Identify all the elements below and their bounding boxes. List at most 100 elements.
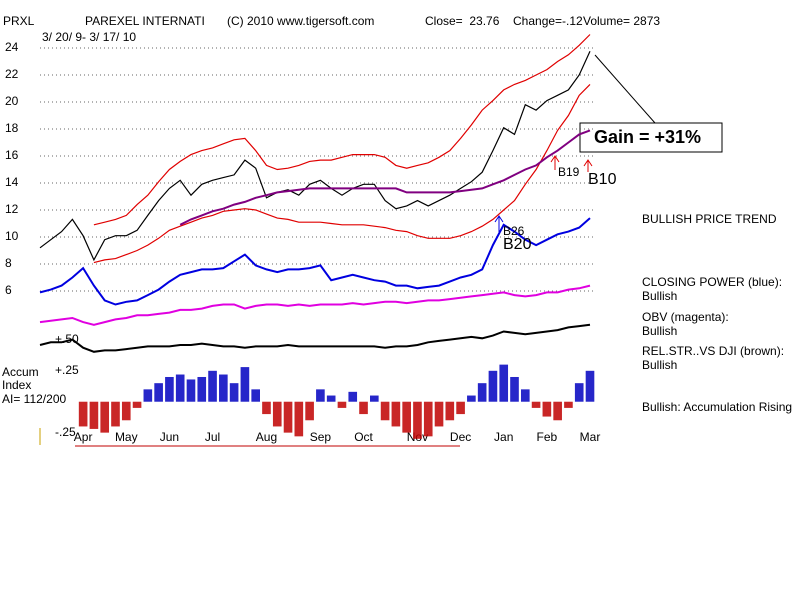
accum-bar [316, 389, 325, 402]
annotation: B26 [503, 224, 525, 238]
annotation: B20 [503, 236, 532, 253]
accum-bar [380, 401, 390, 421]
accum-bar [542, 401, 552, 417]
x-tick-label: Feb [537, 430, 558, 444]
x-tick-label: Apr [74, 430, 93, 444]
accum-bar [520, 389, 530, 402]
legend-label: REL.STR..VS DJI (brown): [642, 344, 784, 358]
annotation: AI= 112/200 [2, 392, 66, 406]
accum-bar [434, 401, 444, 427]
y-tick-label: 12 [5, 202, 19, 216]
annotation: Accum [2, 365, 39, 379]
subtitle: 3/ 20/ 9- 3/ 17/ 10 [42, 30, 136, 44]
annotation: Index [2, 378, 31, 392]
volume: Volume= 2873 [583, 14, 660, 28]
accum-bar [391, 401, 401, 427]
accum-bar [240, 367, 250, 402]
x-tick-label: May [115, 430, 138, 444]
x-tick-label: Jun [160, 430, 179, 444]
close: Close= 23.76 [425, 14, 500, 28]
x-tick-label: Mar [580, 430, 601, 444]
accum-bar [143, 389, 153, 402]
symbol: PRXL [3, 14, 35, 28]
annotation: B19 [558, 165, 580, 179]
accum-bar [154, 383, 163, 402]
accum-bar [175, 374, 185, 402]
series-line [93, 34, 591, 226]
series-line [39, 284, 591, 326]
y-tick-label: 8 [5, 256, 12, 270]
y-tick-label: 20 [5, 94, 19, 108]
accum-bar [294, 401, 304, 437]
accum-bar [531, 401, 541, 408]
signal-arrow-head [550, 155, 560, 163]
annotation: Bullish [642, 289, 677, 303]
accum-bar [574, 383, 584, 402]
accum-bar [337, 401, 347, 408]
annotation: Bullish [642, 324, 677, 338]
accum-bar [359, 401, 368, 415]
accum-bar [283, 401, 293, 433]
annotation: Gain = +31% [594, 127, 701, 147]
accum-bar [488, 370, 498, 402]
accum-bar [78, 401, 88, 427]
x-tick-label: Sep [310, 430, 332, 444]
y-tick-label: 6 [5, 283, 12, 297]
series-line [179, 129, 591, 226]
accum-bar [445, 401, 455, 421]
y-tick-label: 24 [5, 40, 19, 54]
accum-bar [564, 401, 573, 408]
accum-bar [510, 376, 519, 402]
accum-bar [413, 401, 422, 439]
y-tick-label: 22 [5, 67, 19, 81]
y-tick-label: +.50 [55, 332, 79, 346]
series-line [39, 217, 591, 306]
y-tick-label: +.25 [55, 363, 79, 377]
y-tick-label: 16 [5, 148, 19, 162]
gain-box [579, 122, 723, 153]
accum-bar [197, 376, 207, 402]
change: Change=-.12 [513, 14, 583, 28]
y-tick-label: 14 [5, 175, 19, 189]
accum-bar [121, 401, 131, 421]
accum-bar [326, 395, 336, 402]
accum-bar [499, 364, 509, 402]
accum-bar [585, 370, 595, 402]
x-tick-label: Jul [205, 430, 220, 444]
x-tick-label: Oct [354, 430, 373, 444]
series-line [39, 323, 591, 353]
gain-pointer [594, 54, 656, 124]
accum-bar [477, 383, 487, 402]
x-tick-label: Jan [494, 430, 513, 444]
accum-bar [272, 401, 282, 427]
accum-bar [219, 374, 228, 402]
accum-bar [370, 395, 379, 402]
annotation: Bullish [642, 358, 677, 372]
legend-label: CLOSING POWER (blue): [642, 275, 782, 289]
copyright: (C) 2010 www.tigersoft.com [227, 14, 374, 28]
series-line [93, 83, 591, 264]
accum-bar [132, 401, 142, 408]
accum-bar [262, 401, 271, 415]
annotation: B10 [588, 171, 617, 188]
y-tick-label: -.25 [55, 425, 76, 439]
y-tick-label: 18 [5, 121, 19, 135]
x-tick-label: Dec [450, 430, 471, 444]
accum-bar [89, 401, 99, 429]
series-line [39, 50, 591, 262]
x-tick-label: Aug [256, 430, 277, 444]
legend-label: OBV (magenta): [642, 310, 729, 324]
y-tick-label: 10 [5, 229, 19, 243]
accum-bar [186, 379, 196, 402]
accum-bar [402, 401, 411, 433]
accum-bar [305, 401, 314, 421]
signal-arrow-head [494, 215, 504, 223]
accum-bar [165, 376, 174, 402]
accum-bar [423, 401, 433, 437]
accum-bar [348, 391, 358, 402]
annotation: Bullish: Accumulation Rising [642, 400, 792, 414]
accum-bar [467, 395, 476, 402]
accum-bar [100, 401, 110, 433]
